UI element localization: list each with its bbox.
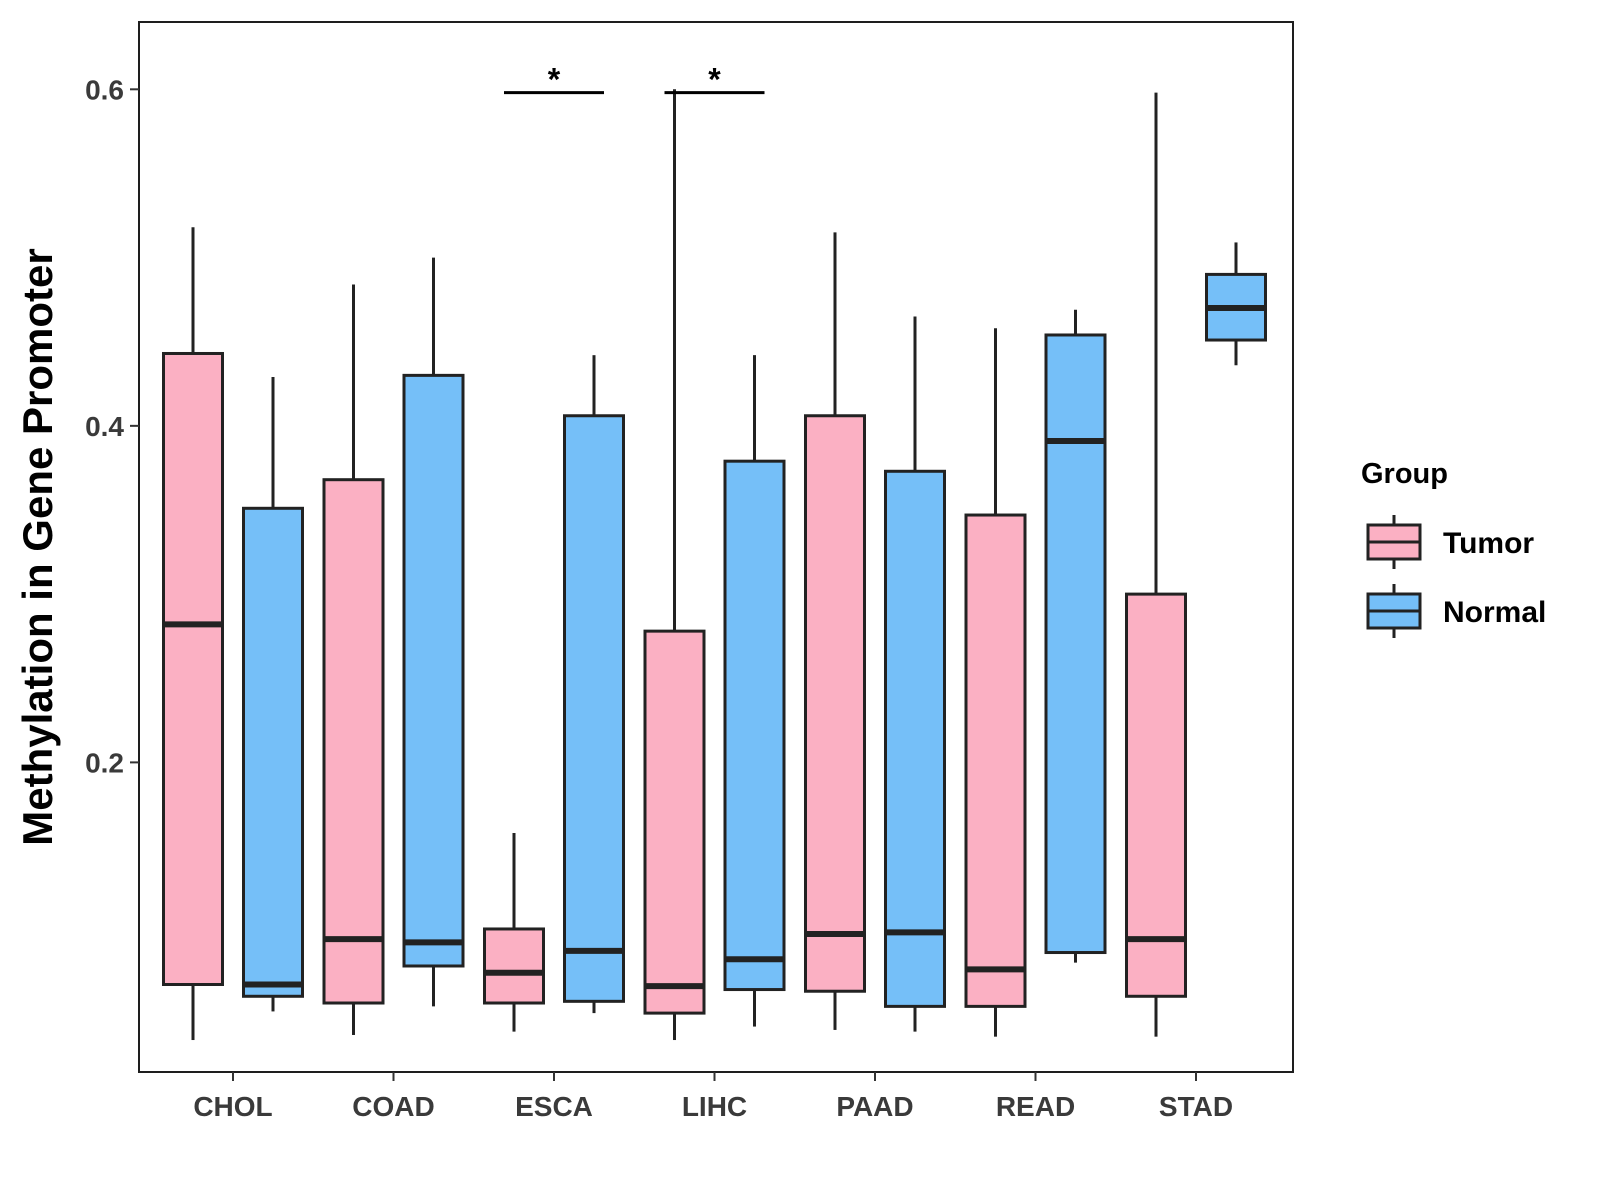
plot-panel-border xyxy=(138,21,1294,1073)
legend-title: Group xyxy=(1361,458,1448,490)
box-tumor-paad xyxy=(804,232,866,1030)
y-axis-title: Methylation in Gene Promoter xyxy=(14,248,61,845)
x-tick-label: READ xyxy=(996,1091,1075,1122)
x-tick-label: ESCA xyxy=(515,1091,593,1122)
x-tick-label: STAD xyxy=(1159,1091,1233,1122)
y-tick-label: 0.6 xyxy=(85,74,124,105)
box-body xyxy=(804,414,866,993)
box-body xyxy=(643,629,706,1015)
box-body xyxy=(723,459,786,992)
legend-item-tumor: Tumor xyxy=(1366,515,1534,569)
box-body xyxy=(964,513,1027,1008)
box-tumor-lihc xyxy=(643,89,706,1041)
x-tick-label: CHOL xyxy=(193,1091,272,1122)
box-normal-lihc xyxy=(723,355,786,1027)
box-body xyxy=(884,469,946,1008)
significance-star: * xyxy=(708,62,721,98)
legend-item-normal: Normal xyxy=(1366,584,1546,638)
box-tumor-chol xyxy=(162,227,224,1041)
box-body xyxy=(162,351,224,987)
x-tick-label: LIHC xyxy=(682,1091,747,1122)
box-normal-coad xyxy=(402,257,465,1007)
significance-annotations: * * xyxy=(504,62,765,98)
box-body xyxy=(322,478,385,1005)
legend-label: Normal xyxy=(1443,596,1546,629)
legend-label: Tumor xyxy=(1443,527,1534,560)
y-tick-label: 0.4 xyxy=(85,411,124,442)
box-tumor-stad xyxy=(1125,92,1187,1037)
y-axis: 0.2 0.4 0.6 xyxy=(85,74,139,778)
box-normal-paad xyxy=(884,316,946,1032)
box-layer xyxy=(162,89,1267,1041)
x-axis: CHOL COAD ESCA LIHC PAAD READ STAD xyxy=(193,1072,1233,1122)
box-body xyxy=(563,414,625,1003)
box-tumor-read xyxy=(964,328,1027,1037)
box-body xyxy=(242,506,304,998)
box-body xyxy=(1044,333,1107,955)
x-tick-label: COAD xyxy=(352,1091,434,1122)
box-normal-esca xyxy=(563,355,625,1014)
box-body xyxy=(402,373,465,968)
box-normal-read xyxy=(1044,309,1107,963)
legend: Group Tumor Normal xyxy=(1361,458,1546,638)
y-tick-label: 0.2 xyxy=(85,747,124,778)
box-body xyxy=(1125,592,1187,998)
x-tick-label: PAAD xyxy=(836,1091,913,1122)
significance-star: * xyxy=(548,62,561,98)
box-body xyxy=(483,927,545,1005)
box-normal-chol xyxy=(242,377,304,1012)
box-tumor-coad xyxy=(322,284,385,1035)
box-normal-stad xyxy=(1205,242,1267,366)
box-tumor-esca xyxy=(483,833,545,1032)
